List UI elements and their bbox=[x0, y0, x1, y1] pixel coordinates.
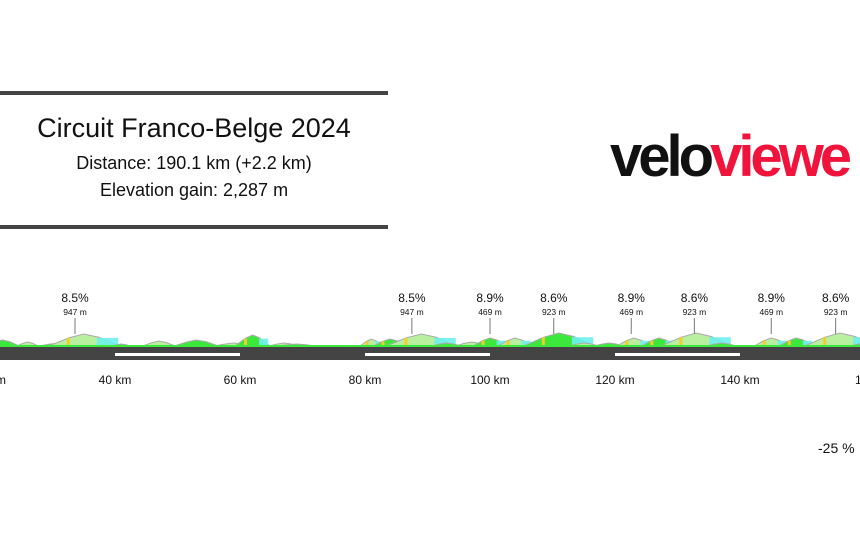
gradient-segment bbox=[66, 337, 70, 347]
gradient-segment bbox=[434, 337, 456, 347]
climb-length-label: 923 m bbox=[683, 307, 707, 317]
climb-gradient-label: 8.9% bbox=[758, 291, 786, 305]
race-title: Circuit Franco-Belge 2024 bbox=[37, 113, 351, 143]
climb-gradient-label: 8.6% bbox=[540, 291, 568, 305]
climb-gradient-label: 8.9% bbox=[618, 291, 646, 305]
climb-gradient-label: 8.6% bbox=[681, 291, 709, 305]
gradient-segment bbox=[625, 340, 629, 347]
gradient-segment bbox=[853, 337, 860, 347]
gradient-segment bbox=[823, 337, 827, 347]
gradient-segment bbox=[709, 337, 731, 347]
distance-text: Distance: 190.1 km (+2.2 km) bbox=[76, 153, 312, 173]
climb-gradient-label: 8.5% bbox=[61, 291, 89, 305]
climb-length-label: 469 m bbox=[759, 307, 783, 317]
gradient-segment bbox=[481, 340, 485, 347]
logo-part1: velo bbox=[610, 124, 714, 189]
x-tick-label: 140 km bbox=[720, 373, 759, 387]
climb-length-label: 469 m bbox=[478, 307, 502, 317]
veloviewer-logo: veloviewe bbox=[610, 128, 852, 186]
bottom-rule bbox=[0, 225, 388, 229]
x-tick-label: 120 km bbox=[595, 373, 634, 387]
x-tick-label: m bbox=[0, 373, 6, 387]
gradient-segment bbox=[96, 337, 119, 347]
gradient-segment bbox=[404, 337, 408, 347]
gradient-segment bbox=[571, 337, 594, 347]
distance-bar-stripe bbox=[365, 353, 490, 356]
gradient-segment bbox=[802, 340, 812, 347]
x-tick-label: 60 km bbox=[224, 373, 257, 387]
gradient-segment bbox=[650, 340, 654, 347]
climb-length-label: 923 m bbox=[824, 307, 848, 317]
climb-gradient-label: 8.6% bbox=[822, 291, 850, 305]
climb-length-label: 469 m bbox=[619, 307, 643, 317]
gradient-segment bbox=[365, 341, 369, 347]
x-tick-label: 80 km bbox=[349, 373, 382, 387]
climb-length-label: 923 m bbox=[542, 307, 566, 317]
gradient-segment bbox=[679, 337, 683, 347]
gradient-segment bbox=[762, 340, 766, 347]
climb-gradient-label: 8.5% bbox=[398, 291, 426, 305]
gradient-segment bbox=[244, 338, 248, 347]
profile-flat-strip bbox=[0, 345, 860, 347]
gradient-segment bbox=[541, 337, 545, 347]
gradient-segment bbox=[381, 341, 385, 347]
climb-gradient-label: 8.9% bbox=[476, 291, 504, 305]
elevation-gain-text: Elevation gain: 2,287 m bbox=[99, 180, 289, 200]
profile-hill bbox=[802, 332, 860, 348]
gradient-segment bbox=[506, 340, 510, 347]
gradient-segment bbox=[521, 340, 531, 347]
top-rule bbox=[0, 91, 388, 95]
x-tick-label: 100 km bbox=[470, 373, 509, 387]
gradient-legend-label: -25 % bbox=[818, 440, 855, 456]
logo-part2: viewe bbox=[710, 124, 852, 189]
climb-length-label: 947 m bbox=[63, 307, 87, 317]
x-tick-label: 40 km bbox=[99, 373, 132, 387]
x-tick-label: 160 bbox=[855, 373, 860, 387]
climb-length-label: 947 m bbox=[400, 307, 424, 317]
distance-bar-stripe bbox=[615, 353, 740, 356]
distance-bar-stripe bbox=[115, 353, 240, 356]
gradient-segment bbox=[787, 340, 791, 347]
gradient-segment bbox=[259, 338, 269, 347]
